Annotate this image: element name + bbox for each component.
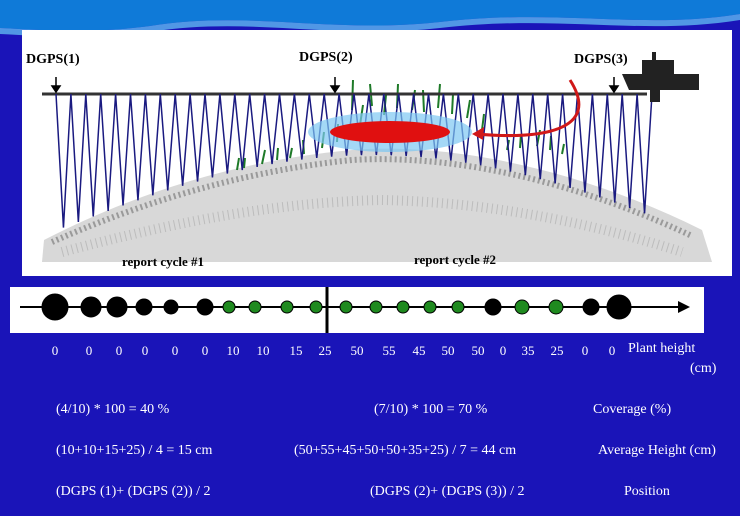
sample-dot (106, 296, 128, 318)
sample-dot (548, 299, 564, 315)
position-cycle-1: (DGPS (1)+ (DGPS (2)) / 2 (56, 484, 211, 499)
height-value: 0 (499, 343, 507, 358)
sample-dot (163, 299, 179, 315)
dgps-3-label: DGPS(3) (574, 52, 628, 67)
position-label: Position (624, 484, 670, 499)
coverage-label: Coverage (%) (593, 402, 672, 417)
sampling-lines (55, 93, 653, 228)
boat-icon (622, 52, 699, 102)
sample-dot (309, 300, 323, 314)
coverage-cycle-1: (4/10) * 100 = 40 % (56, 402, 170, 417)
height-value: 50 (441, 343, 455, 358)
sample-dot (80, 296, 102, 318)
dgps-2-label: DGPS(2) (299, 50, 353, 65)
avg-height-label: Average Height (cm) (598, 443, 716, 458)
avg-height-cycle-1: (10+10+15+25) / 4 = 15 cm (56, 443, 213, 458)
seabed-mound (42, 148, 712, 262)
height-value: 55 (382, 343, 396, 358)
sample-dot (339, 300, 353, 314)
red-arrow (476, 79, 581, 138)
height-value: 0 (51, 343, 59, 358)
sample-dot (514, 299, 530, 315)
height-value: 0 (608, 343, 616, 358)
coverage-cycle-2: (7/10) * 100 = 70 % (374, 402, 488, 417)
sample-dot (484, 298, 502, 316)
report-cycle-1-label: report cycle #1 (122, 254, 205, 269)
sample-dot (280, 300, 294, 314)
height-value: 0 (85, 343, 93, 358)
height-value: 50 (350, 343, 364, 358)
sample-dot (451, 300, 465, 314)
height-value: 0 (171, 343, 179, 358)
sample-dot (135, 298, 153, 316)
decorative-wave (0, 0, 740, 37)
transect-illustration: DGPS(1) DGPS(2) DGPS(3) report cycle #1 … (22, 30, 732, 276)
height-value: 35 (521, 343, 535, 358)
axis-label: Plant height (628, 341, 696, 356)
height-value: 25 (550, 343, 564, 358)
sample-dot (248, 300, 262, 314)
height-value: 0 (141, 343, 149, 358)
position-cycle-2: (DGPS (2)+ (DGPS (3)) / 2 (370, 484, 525, 499)
sample-dot (222, 300, 236, 314)
height-value: 10 (256, 343, 270, 358)
axis-unit: (cm) (690, 361, 717, 376)
sample-dot (423, 300, 437, 314)
height-value: 45 (412, 343, 426, 358)
sample-dot (582, 298, 600, 316)
dgps-1-label: DGPS(1) (26, 52, 80, 67)
sample-dot (369, 300, 383, 314)
height-value: 10 (226, 343, 240, 358)
report-cycle-2-label: report cycle #2 (414, 252, 497, 267)
height-value: 25 (318, 343, 332, 358)
sample-dot (41, 293, 69, 321)
sample-dot (396, 300, 410, 314)
sample-dot (196, 298, 214, 316)
height-value: 50 (471, 343, 485, 358)
axis-arrow-icon (678, 301, 690, 313)
sample-dot (606, 294, 632, 320)
avg-height-cycle-2: (50+55+45+50+50+35+25) / 7 = 44 cm (294, 443, 517, 458)
height-value: 15 (289, 343, 303, 358)
height-value: 0 (581, 343, 589, 358)
height-value: 0 (115, 343, 123, 358)
height-value: 0 (201, 343, 209, 358)
sample-strip (10, 287, 704, 333)
